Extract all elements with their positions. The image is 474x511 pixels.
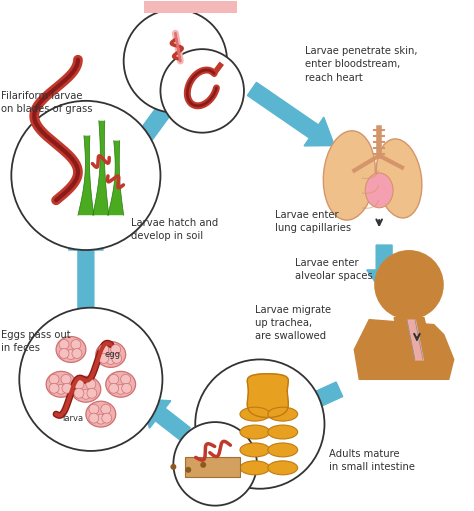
Circle shape xyxy=(86,379,96,389)
Circle shape xyxy=(56,384,66,394)
Ellipse shape xyxy=(71,376,101,402)
Ellipse shape xyxy=(268,407,298,421)
Circle shape xyxy=(374,250,444,320)
Ellipse shape xyxy=(268,443,298,457)
Circle shape xyxy=(62,383,72,393)
Circle shape xyxy=(49,383,59,393)
Circle shape xyxy=(49,375,59,384)
Text: Larvae hatch and
develop in soil: Larvae hatch and develop in soil xyxy=(131,218,218,241)
Ellipse shape xyxy=(376,139,422,218)
Text: Larvae migrate
up trachea,
are swallowed: Larvae migrate up trachea, are swallowed xyxy=(255,305,331,341)
FancyArrow shape xyxy=(367,245,401,295)
Circle shape xyxy=(185,467,191,473)
Circle shape xyxy=(81,389,91,399)
Circle shape xyxy=(116,384,126,394)
Circle shape xyxy=(89,404,99,414)
Text: Filariform larvae
on blades of grass: Filariform larvae on blades of grass xyxy=(1,91,93,114)
Circle shape xyxy=(89,413,99,423)
Ellipse shape xyxy=(96,341,126,367)
Circle shape xyxy=(87,388,97,398)
Ellipse shape xyxy=(240,425,270,439)
Circle shape xyxy=(19,308,163,451)
Circle shape xyxy=(111,344,121,355)
Circle shape xyxy=(71,339,81,350)
Circle shape xyxy=(200,462,206,468)
Text: Larvae penetrate skin,
enter bloodstream,
reach heart: Larvae penetrate skin, enter bloodstream… xyxy=(305,46,417,83)
Circle shape xyxy=(99,344,109,355)
Text: larva: larva xyxy=(63,414,83,423)
Circle shape xyxy=(122,383,132,393)
Circle shape xyxy=(61,375,71,384)
Ellipse shape xyxy=(46,371,76,397)
Circle shape xyxy=(72,349,82,358)
Polygon shape xyxy=(394,318,427,330)
Circle shape xyxy=(161,49,244,133)
Text: Eggs pass out
in feces: Eggs pass out in feces xyxy=(1,330,71,353)
Circle shape xyxy=(106,355,116,364)
Polygon shape xyxy=(354,320,454,379)
Circle shape xyxy=(121,375,131,384)
FancyArrow shape xyxy=(69,225,103,330)
Bar xyxy=(185,457,240,477)
Text: Larvae enter
alveolar spaces: Larvae enter alveolar spaces xyxy=(295,258,373,281)
Bar xyxy=(144,2,237,13)
Circle shape xyxy=(101,404,111,414)
Ellipse shape xyxy=(268,425,298,439)
Circle shape xyxy=(109,375,118,384)
Circle shape xyxy=(66,350,76,359)
Circle shape xyxy=(170,464,176,470)
FancyArrow shape xyxy=(141,399,190,440)
Ellipse shape xyxy=(323,131,375,220)
Circle shape xyxy=(102,413,112,423)
Circle shape xyxy=(11,101,161,250)
Ellipse shape xyxy=(240,461,270,475)
Ellipse shape xyxy=(106,371,136,397)
Text: egg: egg xyxy=(105,351,121,359)
Text: Larvae enter
lung capillaries: Larvae enter lung capillaries xyxy=(275,210,351,234)
Circle shape xyxy=(74,379,84,389)
Circle shape xyxy=(109,383,118,393)
Circle shape xyxy=(173,422,257,505)
FancyArrow shape xyxy=(139,91,178,141)
Circle shape xyxy=(74,388,84,398)
Ellipse shape xyxy=(56,337,86,362)
Circle shape xyxy=(112,354,122,363)
FancyArrow shape xyxy=(247,82,335,146)
Circle shape xyxy=(99,354,109,363)
Text: Adults mature
in small intestine: Adults mature in small intestine xyxy=(329,449,415,472)
Ellipse shape xyxy=(365,173,393,208)
Circle shape xyxy=(195,359,325,489)
FancyArrow shape xyxy=(285,382,343,420)
Ellipse shape xyxy=(86,401,116,427)
Ellipse shape xyxy=(240,407,270,421)
Circle shape xyxy=(96,414,106,424)
Circle shape xyxy=(59,339,69,350)
Ellipse shape xyxy=(268,461,298,475)
Circle shape xyxy=(124,9,227,113)
Polygon shape xyxy=(247,374,288,417)
Circle shape xyxy=(59,349,69,358)
Ellipse shape xyxy=(240,443,270,457)
